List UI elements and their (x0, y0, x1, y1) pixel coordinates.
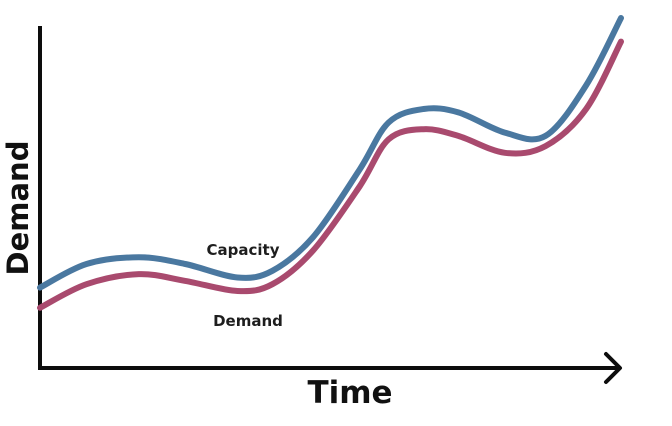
x-axis-arrowhead (604, 352, 622, 384)
series-line-capacity (37, 15, 624, 291)
y-axis-title: Demand (1, 141, 35, 276)
x-axis-title: Time (307, 375, 392, 411)
series-line-demand (37, 38, 624, 311)
series-layer (37, 15, 624, 311)
series-label-capacity: Capacity (207, 241, 280, 259)
series-label-demand: Demand (213, 312, 283, 330)
